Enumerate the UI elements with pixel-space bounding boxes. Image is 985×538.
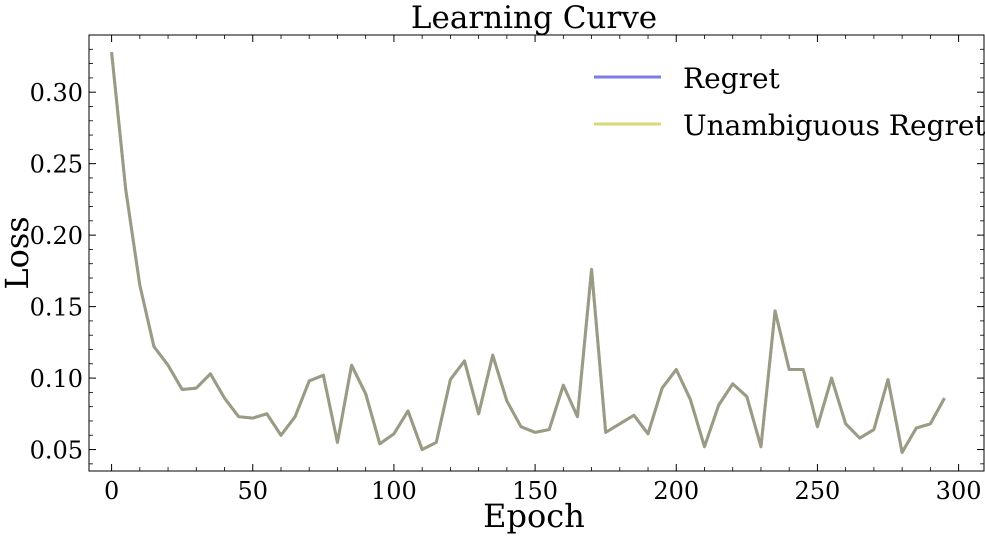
legend: Regret Unambiguous Regret: [594, 62, 985, 142]
y-tick-label: 0.20: [30, 222, 83, 250]
x-tick-label: 100: [371, 477, 417, 505]
y-tick-label: 0.10: [30, 365, 83, 393]
x-axis-title: Epoch: [483, 497, 585, 535]
x-tick-label: 250: [795, 477, 841, 505]
x-tick-label: 150: [512, 477, 558, 505]
x-tick-label: 0: [104, 477, 119, 505]
chart-title: Learning Curve: [411, 0, 657, 36]
legend-label-regret: Regret: [683, 62, 781, 95]
x-tick-label: 50: [237, 477, 268, 505]
series-overlap-line: [110, 51, 946, 454]
y-axis-ticks: 0.05 0.10 0.15 0.20 0.25 0.30: [30, 48, 984, 465]
y-axis-title: Loss: [0, 216, 36, 289]
plot-frame: [88, 34, 985, 472]
legend-label-unambiguous-regret: Unambiguous Regret: [683, 109, 985, 142]
series-layer: [110, 51, 946, 454]
y-tick-label: 0.30: [30, 79, 83, 107]
x-tick-label: 300: [936, 477, 982, 505]
y-tick-label: 0.05: [30, 437, 83, 465]
x-axis-ticks: 0 50 100 150 200 250 300: [104, 35, 982, 505]
x-tick-label: 200: [653, 477, 699, 505]
y-tick-label: 0.25: [30, 151, 83, 179]
y-tick-label: 0.15: [30, 294, 83, 322]
